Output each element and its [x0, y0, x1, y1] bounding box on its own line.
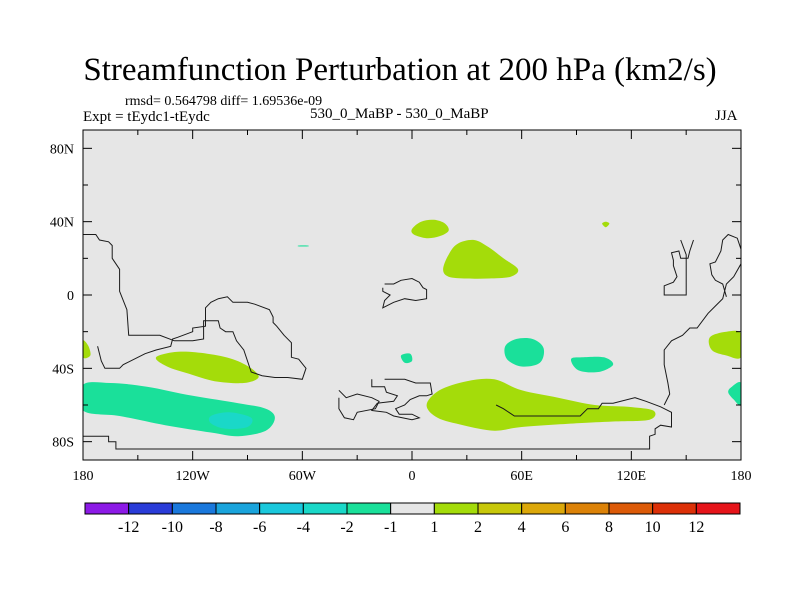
colorbar-swatch [171, 502, 217, 515]
case-label: 530_0_MaBP - 530_0_MaBP [310, 106, 489, 122]
region-anomaly-positive-east-pacific-edge [708, 330, 741, 359]
colorbar-label: 12 [688, 519, 704, 536]
y-tick-label: 40S [52, 362, 74, 377]
colorbar-swatch [477, 502, 523, 515]
coastlines [83, 233, 741, 450]
colorbar-swatch [302, 502, 348, 515]
x-axis: 180 120W 60W 0 60E 120E 180 [73, 130, 752, 484]
region-anomaly-core-south-pacific [208, 412, 253, 430]
colorbar-label: -8 [209, 519, 222, 536]
colorbar-swatch [84, 502, 130, 515]
colorbar-swatch [521, 502, 566, 515]
region-anomaly-positive-east-asia [602, 221, 610, 228]
experiment-label: Expt = tEydc1-tEydc [83, 109, 210, 125]
y-tick-label: 0 [67, 289, 74, 304]
colorbar-swatch [652, 502, 697, 515]
colorbar-swatch [564, 502, 610, 515]
y-tick-label: 40N [50, 216, 74, 231]
x-tick-label: 120E [617, 469, 647, 484]
x-tick-label: 120W [176, 469, 211, 484]
colorbar-label: -6 [253, 519, 266, 536]
colorbar-label: -4 [297, 519, 310, 536]
coastline-antarctica [83, 397, 672, 450]
colorbar-label: -10 [162, 519, 183, 536]
region-anomaly-positive-south-atlantic [155, 351, 259, 384]
x-tick-label: 180 [73, 469, 94, 484]
coastline-africa-south [338, 389, 380, 421]
colorbar: -12 -10 -8 -6 -4 -2 -1 1 2 4 6 8 10 12 [84, 502, 741, 536]
coastline-africa [370, 378, 433, 421]
colorbar-label: -1 [384, 519, 397, 536]
x-tick-label: 60W [289, 469, 317, 484]
coastline-asia-pacific [663, 233, 741, 406]
x-tick-label: 180 [731, 469, 752, 484]
colorbar-label: 1 [430, 519, 438, 536]
coastline-americas [83, 234, 307, 380]
colorbar-swatch [695, 502, 741, 515]
region-anomaly-negative-southwest-pacific-edge [728, 382, 741, 406]
coastline-asia-inner [663, 239, 694, 296]
region-anomaly-negative-southern-indian-a [504, 337, 545, 367]
region-anomaly-positive-southern-indian-ocean [426, 378, 656, 431]
colorbar-label: -2 [340, 519, 353, 536]
region-anomaly-negative-south-atlantic-small [400, 353, 413, 364]
anomaly-regions [83, 219, 741, 437]
colorbar-swatch [433, 502, 479, 515]
colorbar-label: 10 [645, 519, 661, 536]
colorbar-swatch [259, 502, 304, 515]
chart-title: Streamfunction Perturbation at 200 hPa (… [83, 52, 717, 88]
region-anomaly-negative-southern-indian-b [570, 356, 614, 373]
x-tick-label: 60E [510, 469, 533, 484]
stats-text: rmsd= 0.564798 diff= 1.69536e-09 [125, 94, 323, 109]
colorbar-label: 8 [605, 519, 613, 536]
y-tick-label: 80S [52, 436, 74, 451]
colorbar-label: 4 [518, 519, 526, 536]
x-tick-label: 0 [409, 469, 416, 484]
colorbar-label: 2 [474, 519, 482, 536]
region-anomaly-positive-north-atlantic-east [411, 219, 449, 239]
season-label: JJA [715, 108, 738, 124]
region-anomaly-positive-west-pacific-edge [83, 340, 91, 359]
colorbar-swatch [215, 502, 261, 515]
colorbar-swatch [128, 502, 173, 515]
region-anomaly-positive-middle-east [443, 239, 519, 279]
y-tick-label: 80N [50, 142, 74, 157]
y-axis: 80N 40N 0 40S 80S [50, 142, 741, 451]
colorbar-swatch [608, 502, 654, 515]
colorbar-swatch [390, 502, 435, 515]
region-anomaly-negative-north-pacific-mark [297, 245, 309, 247]
colorbar-swatch [346, 502, 392, 515]
colorbar-label: -12 [118, 519, 139, 536]
coastline-europe [382, 277, 428, 309]
colorbar-label: 6 [561, 519, 569, 536]
